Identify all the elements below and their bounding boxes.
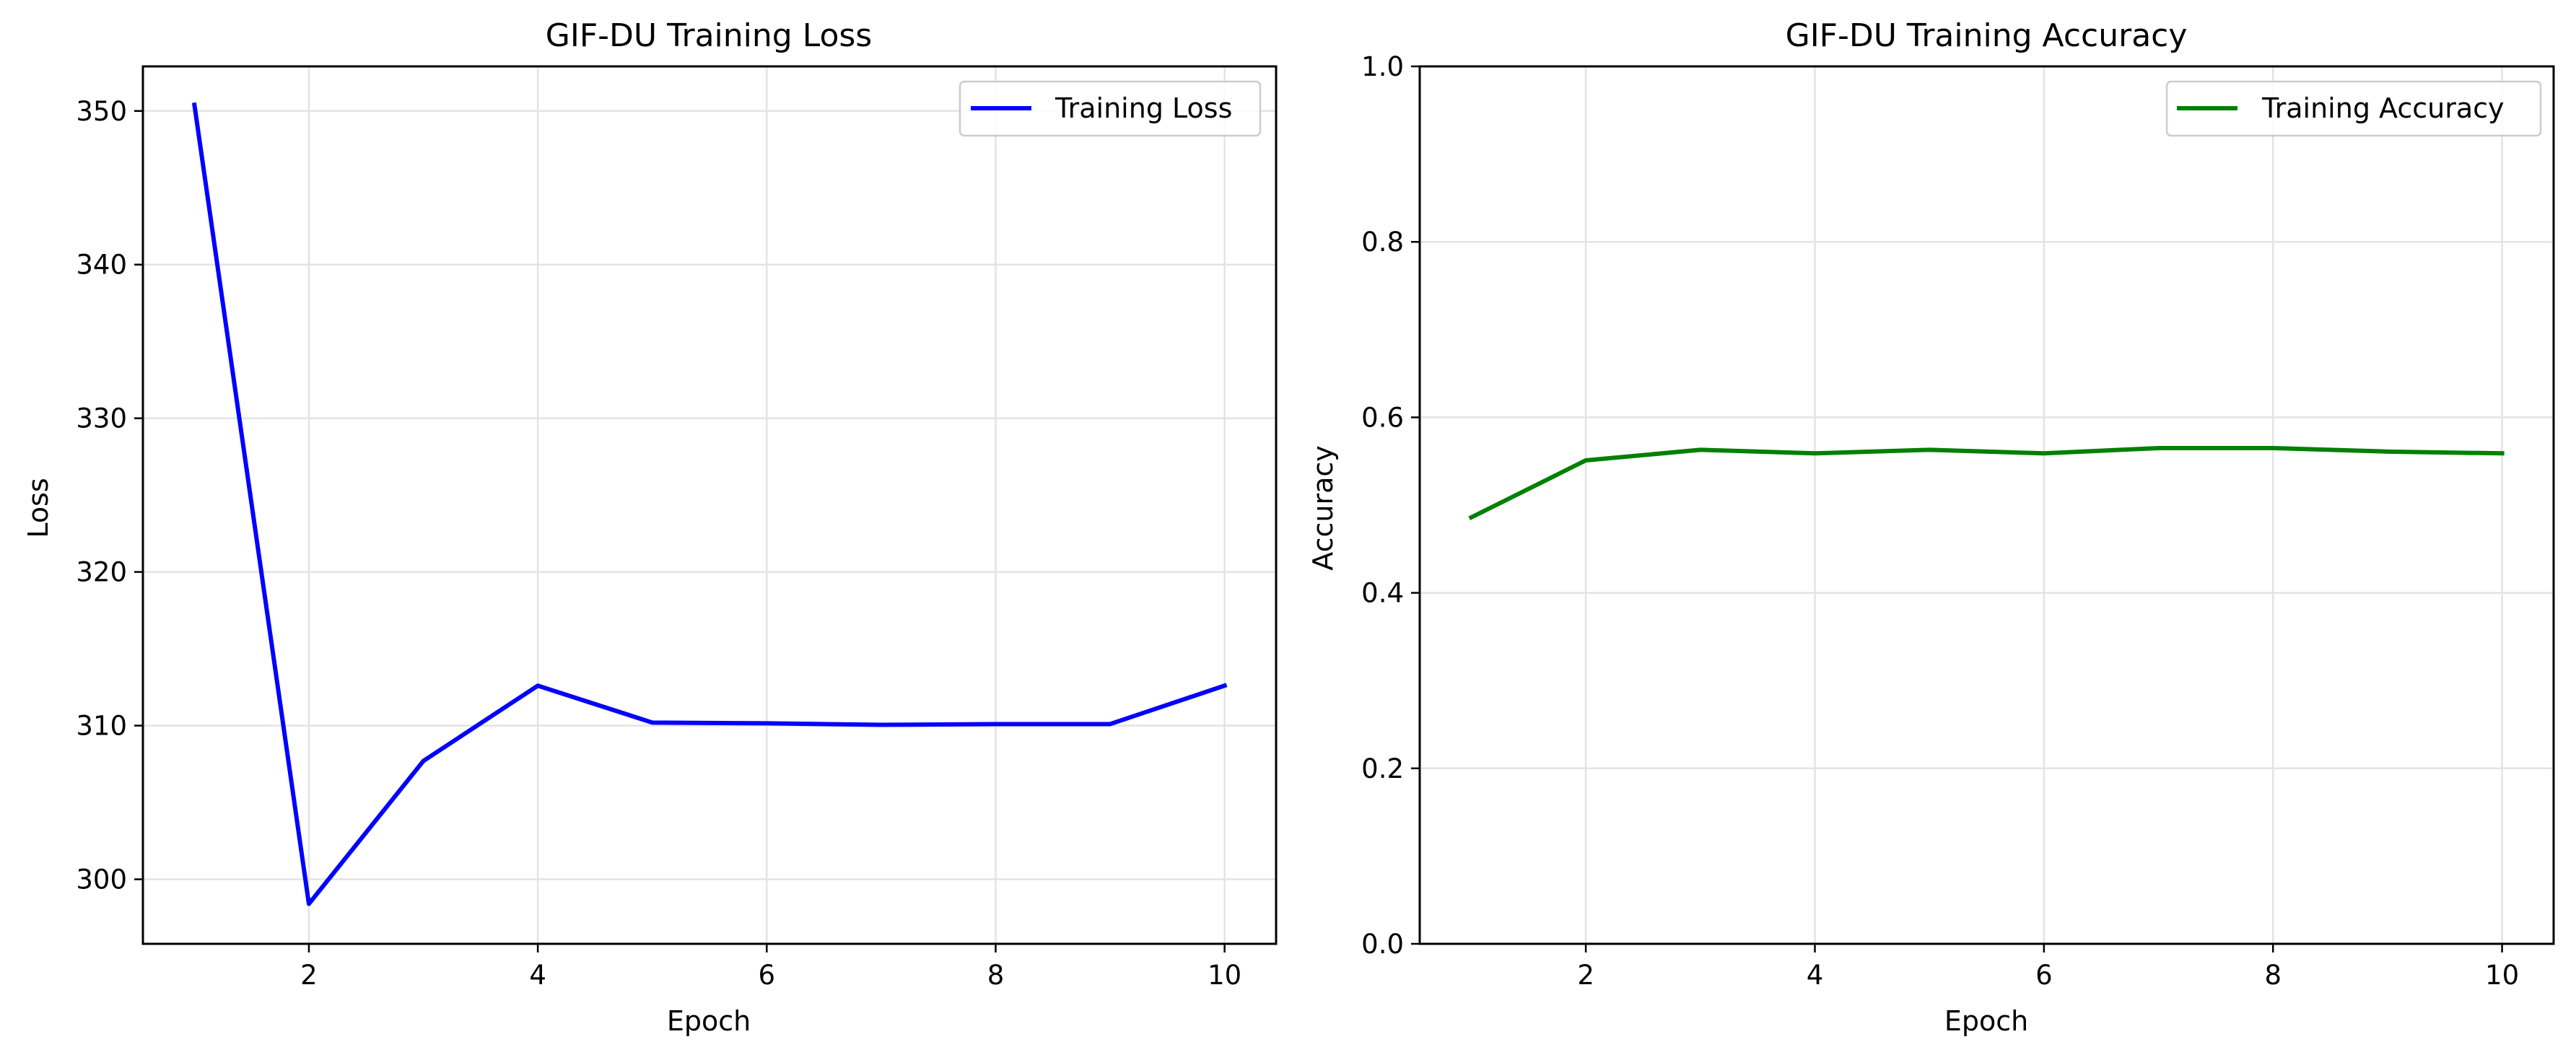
loss-chart-x-tick-label: 8 [987,960,1005,991]
accuracy-chart-title: GIF-DU Training Accuracy [1786,17,2188,54]
loss-chart-legend-label: Training Loss [1055,92,1232,124]
loss-chart-x-axis-label: Epoch [667,1005,751,1037]
accuracy-chart-panel: GIF-DU Training Accuracy 2 4 6 8 10 0.00.20.… [1307,17,2555,1037]
accuracy-chart-x-tick-label: 4 [1807,960,1824,991]
loss-chart-y-tick-label: 350 [76,96,127,127]
loss-chart-y-tick-label: 330 [76,403,127,434]
accuracy-chart-y-tick-label: 0.0 [1361,929,1404,960]
accuracy-chart-y-tick-label: 0.6 [1361,402,1404,433]
loss-chart-y-tick-label: 310 [76,711,127,742]
loss-chart-x-axis: 2 4 6 8 10 [300,944,1241,991]
accuracy-chart-plot-area [1468,445,2505,521]
loss-chart-y-tick-label: 340 [76,250,127,281]
loss-chart-legend: Training Loss [959,80,1262,137]
accuracy-chart-x-axis-label: Epoch [1944,1005,2028,1037]
accuracy-chart-x-tick-label: 6 [2035,960,2053,991]
accuracy-chart-y-tick-label: 1.0 [1361,51,1404,82]
loss-chart-x-tick-label: 10 [1208,960,1241,991]
accuracy-chart-series-line [1468,445,2505,521]
accuracy-chart-x-tick-label: 2 [1577,960,1594,991]
accuracy-chart-legend-label: Training Accuracy [2261,92,2505,124]
loss-chart-title: GIF-DU Training Loss [546,17,872,54]
loss-chart-y-axis: 300 310 320 330 340 350 [76,96,143,895]
accuracy-chart-frame [1418,65,2555,945]
loss-chart-x-tick-label: 6 [759,960,776,991]
loss-chart-y-tick-label: 320 [76,557,127,588]
loss-chart-x-tick-label: 4 [529,960,546,991]
accuracy-chart-x-tick-label: 10 [2485,960,2519,991]
loss-chart-x-tick-label: 2 [300,960,318,991]
accuracy-chart-y-axis-label: Accuracy [1307,445,1339,571]
accuracy-chart-y-tick-label: 0.4 [1361,578,1404,609]
accuracy-chart-legend: Training Accuracy [2165,80,2542,137]
accuracy-chart-legend-box [2165,80,2542,137]
loss-chart-y-tick-label: 300 [76,864,127,895]
accuracy-chart-y-axis: 0.0 0.2 0.4 0.6 0.8 1.0 [1361,51,1420,960]
accuracy-chart-x-axis: 2 4 6 8 10 [1577,944,2519,991]
loss-chart-frame [141,65,1278,945]
accuracy-chart-x-tick-label: 8 [2264,960,2282,991]
accuracy-chart-y-tick-label: 0.2 [1361,753,1404,784]
loss-chart-series-line [191,102,1228,906]
loss-chart-plot-area [191,102,1228,906]
loss-chart-y-axis-label: Loss [22,478,54,538]
loss-chart-legend-box [959,80,1262,137]
loss-chart-panel: GIF-DU Training Loss 2 4 6 8 10 300 310 320 330… [22,17,1278,1037]
accuracy-chart-y-tick-label: 0.8 [1361,227,1404,258]
